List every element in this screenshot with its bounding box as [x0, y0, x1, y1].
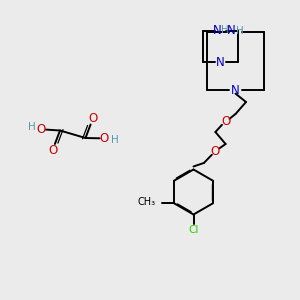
Text: O: O — [100, 132, 109, 146]
Text: H: H — [220, 25, 228, 35]
Text: O: O — [221, 115, 230, 128]
Text: N: N — [213, 24, 222, 37]
Text: N: N — [216, 56, 225, 69]
Text: O: O — [37, 122, 46, 136]
Text: O: O — [211, 145, 220, 158]
Text: N: N — [227, 24, 236, 38]
Text: H: H — [28, 122, 35, 133]
Text: Cl: Cl — [188, 225, 199, 236]
Text: H: H — [236, 26, 244, 36]
Text: O: O — [48, 143, 57, 157]
Text: H: H — [111, 135, 119, 145]
Text: N: N — [231, 83, 240, 97]
Text: CH₃: CH₃ — [138, 197, 156, 207]
Text: O: O — [88, 112, 98, 125]
